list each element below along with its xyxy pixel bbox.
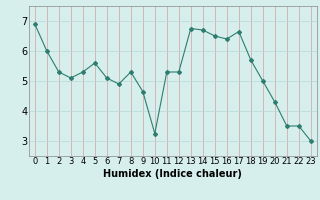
X-axis label: Humidex (Indice chaleur): Humidex (Indice chaleur): [103, 169, 242, 179]
